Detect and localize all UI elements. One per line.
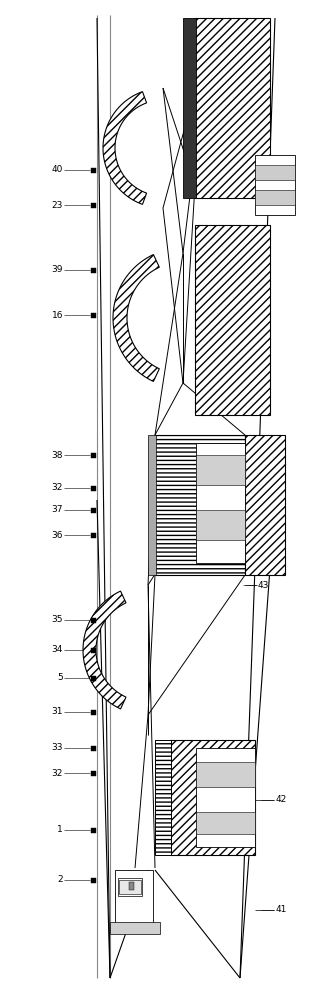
Bar xyxy=(245,435,285,575)
Polygon shape xyxy=(83,591,126,709)
Text: 2: 2 xyxy=(57,876,63,884)
Text: 38: 38 xyxy=(51,450,63,460)
Bar xyxy=(91,312,96,318)
Bar xyxy=(91,267,96,272)
Bar xyxy=(196,455,245,485)
Bar xyxy=(115,870,153,925)
Bar xyxy=(91,828,96,832)
Bar xyxy=(91,710,96,714)
Text: 42: 42 xyxy=(276,796,287,804)
Bar xyxy=(183,18,196,198)
Text: 35: 35 xyxy=(51,615,63,624)
Text: 23: 23 xyxy=(52,200,63,210)
Bar xyxy=(91,532,96,538)
Bar xyxy=(196,443,245,563)
Bar xyxy=(255,165,295,180)
Bar xyxy=(91,167,96,172)
Text: 1: 1 xyxy=(57,826,63,834)
Bar xyxy=(155,740,171,855)
Text: 41: 41 xyxy=(276,906,287,914)
Bar xyxy=(196,762,255,787)
Bar xyxy=(195,225,270,415)
Bar xyxy=(91,746,96,750)
Bar xyxy=(110,922,160,934)
Bar xyxy=(118,878,142,896)
Bar xyxy=(155,435,245,575)
Bar xyxy=(170,740,255,855)
Bar xyxy=(255,155,295,215)
Bar xyxy=(91,508,96,512)
Bar xyxy=(119,880,141,894)
Bar xyxy=(129,882,134,890)
Bar xyxy=(148,435,156,575)
Bar xyxy=(195,18,270,198)
Polygon shape xyxy=(103,92,147,204)
Text: 32: 32 xyxy=(52,768,63,778)
Bar xyxy=(255,190,295,205)
Bar xyxy=(91,202,96,208)
Text: 40: 40 xyxy=(52,165,63,174)
Bar xyxy=(91,486,96,490)
Bar xyxy=(196,510,245,540)
Text: 43: 43 xyxy=(258,580,269,589)
Bar xyxy=(91,617,96,622)
Text: 5: 5 xyxy=(57,674,63,682)
Text: 34: 34 xyxy=(52,646,63,654)
Polygon shape xyxy=(113,255,159,381)
Bar xyxy=(196,812,255,834)
Bar xyxy=(91,770,96,776)
Text: 33: 33 xyxy=(51,744,63,752)
Text: 16: 16 xyxy=(51,310,63,320)
Text: 31: 31 xyxy=(51,708,63,716)
Text: 39: 39 xyxy=(51,265,63,274)
Text: 32: 32 xyxy=(52,484,63,492)
Text: 37: 37 xyxy=(51,506,63,514)
Bar xyxy=(196,748,255,847)
Bar xyxy=(91,648,96,652)
Text: 36: 36 xyxy=(51,530,63,540)
Bar xyxy=(91,452,96,458)
Bar xyxy=(91,878,96,882)
Bar xyxy=(91,676,96,680)
